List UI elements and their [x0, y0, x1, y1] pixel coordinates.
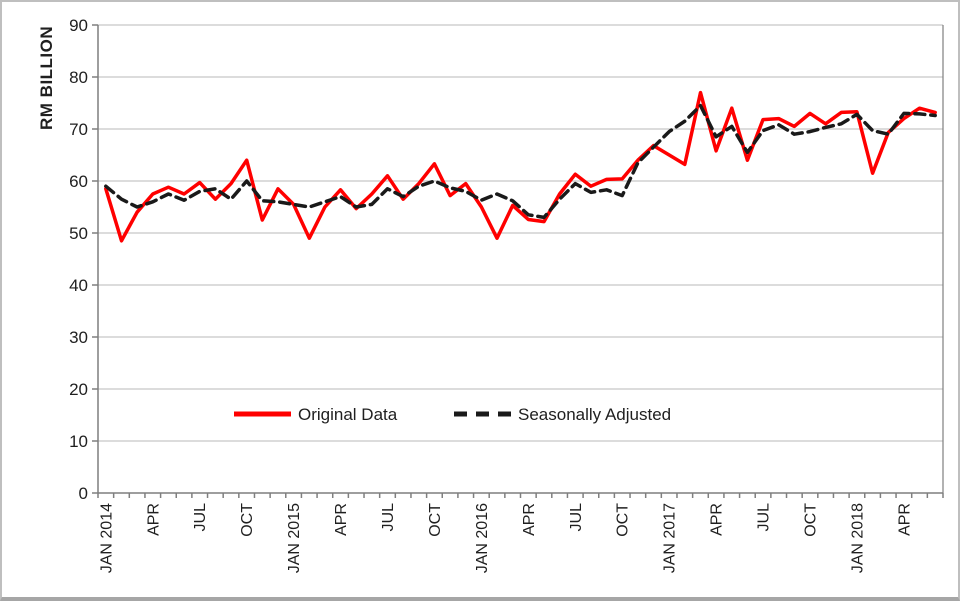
- legend-label-original: Original Data: [298, 405, 398, 424]
- series-line-original-data: [104, 90, 937, 243]
- y-tick-label: 40: [69, 276, 88, 295]
- x-tick-label: OCT: [239, 503, 256, 537]
- y-tick-label: 70: [69, 120, 88, 139]
- x-tick-label: JUL: [192, 503, 209, 532]
- x-tick-label: OCT: [427, 503, 444, 537]
- x-tick-label: APR: [521, 503, 538, 536]
- x-tick-label: APR: [709, 503, 726, 536]
- x-tick-label: APR: [333, 503, 350, 536]
- x-tick-label: JAN 2016: [474, 503, 491, 573]
- x-tick-label: JUL: [568, 503, 585, 532]
- x-tick-label: JAN 2014: [98, 503, 115, 573]
- x-tick-label: OCT: [803, 503, 820, 537]
- x-tick-label: OCT: [615, 503, 632, 537]
- y-tick-label: 80: [69, 68, 88, 87]
- x-tick-label: APR: [145, 503, 162, 536]
- legend-label-adjusted: Seasonally Adjusted: [518, 405, 671, 424]
- y-tick-label: 20: [69, 380, 88, 399]
- y-tick-label: 90: [69, 16, 88, 35]
- x-tick-label: APR: [896, 503, 913, 536]
- y-tick-label: 0: [79, 484, 88, 503]
- y-tick-label: 50: [69, 224, 88, 243]
- legend: Original Data Seasonally Adjusted: [234, 405, 671, 424]
- x-tick-label: JUL: [380, 503, 397, 532]
- x-tick-label: JUL: [756, 503, 773, 532]
- y-tick-label: 60: [69, 172, 88, 191]
- x-tick-label: JAN 2018: [849, 503, 866, 573]
- series-line-seasonally-adjusted: [104, 103, 937, 220]
- x-tick-label: JAN 2015: [286, 503, 303, 573]
- plot-area: 0 10 20 30 40 50 60 70 80 90 JAN 2014 APR JUL OCT JAN …: [69, 16, 944, 573]
- x-tick-label: JAN 2017: [662, 503, 679, 573]
- y-tick-label: 10: [69, 432, 88, 451]
- y-tick-label: 30: [69, 328, 88, 347]
- y-axis-title: RM BILLION: [37, 26, 56, 130]
